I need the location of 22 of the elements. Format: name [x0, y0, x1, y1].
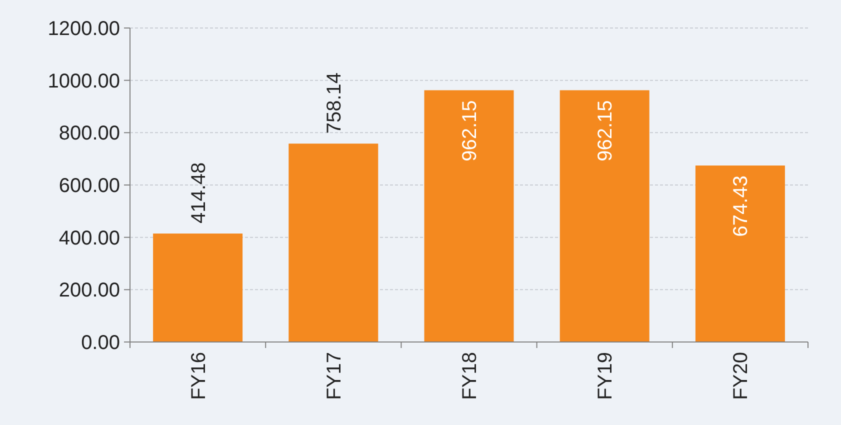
bar	[424, 90, 514, 342]
data-label: 414.48	[188, 162, 210, 224]
data-label: 758.14	[323, 72, 346, 134]
y-tick-label: 1000.00	[48, 70, 120, 92]
x-tick-label: FY19	[594, 352, 617, 400]
data-label: 962.15	[459, 100, 481, 162]
x-tick-label: FY16	[188, 352, 210, 400]
y-tick-label: 400.00	[58, 227, 120, 250]
bar	[695, 166, 785, 342]
bar	[560, 90, 650, 342]
bar	[153, 234, 243, 342]
y-tick-label: 600.00	[58, 175, 120, 197]
x-tick-label: FY20	[730, 352, 752, 400]
x-tick-label: FY18	[459, 352, 481, 400]
data-label: 962.15	[594, 100, 617, 162]
y-tick-label: 0.00	[81, 332, 120, 354]
bar	[288, 144, 378, 342]
data-label: 674.43	[730, 176, 752, 237]
y-tick-label: 1200.00	[48, 18, 120, 40]
y-tick-label: 800.00	[58, 122, 120, 145]
x-tick-label: FY17	[323, 352, 346, 400]
y-tick-label: 200.00	[58, 280, 120, 302]
